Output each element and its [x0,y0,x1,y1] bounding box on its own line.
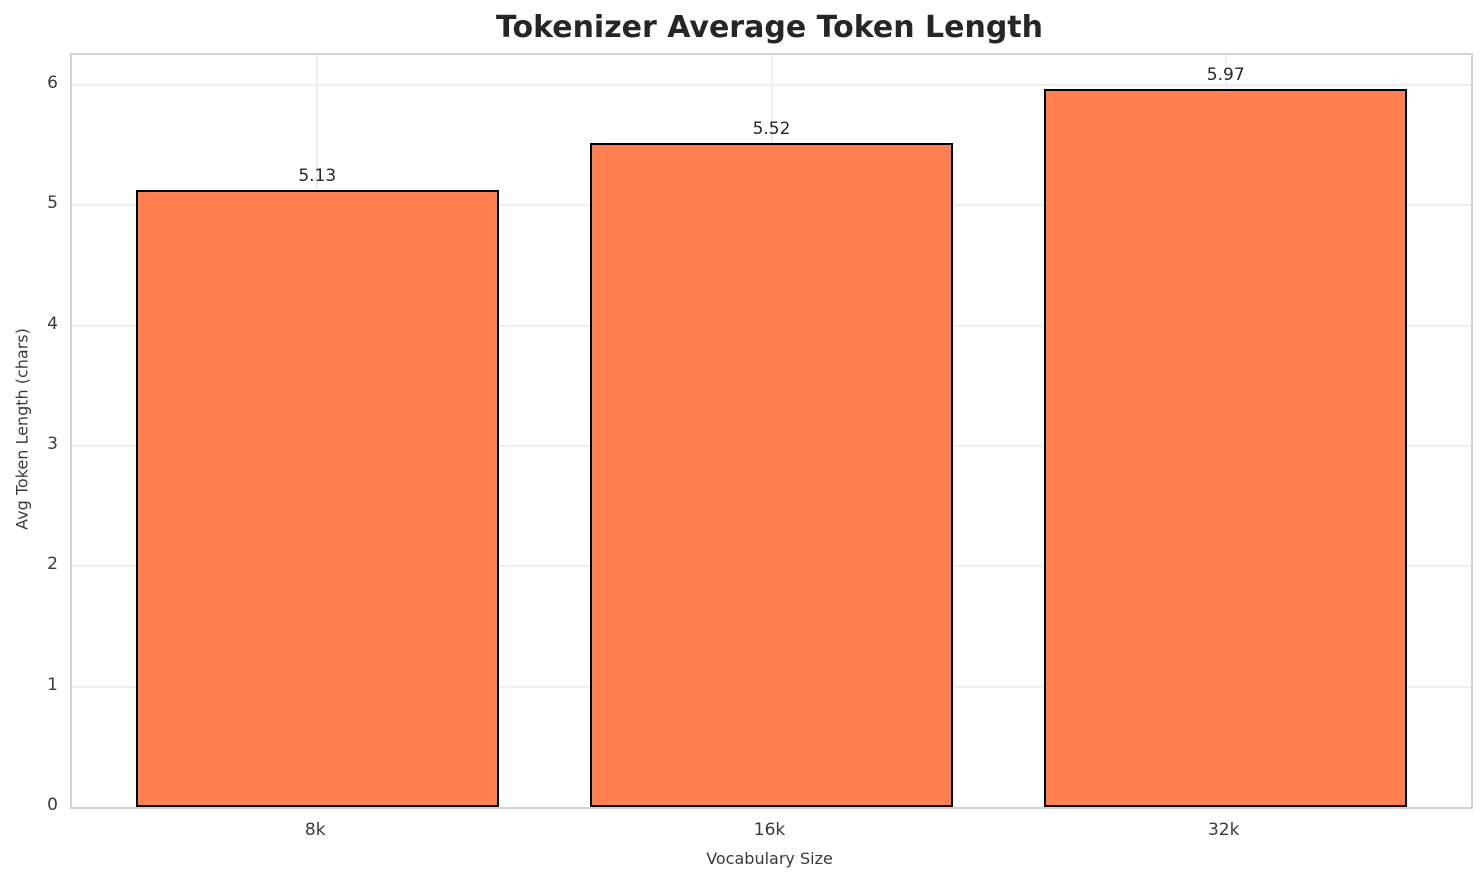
bar-value-label: 5.97 [1206,64,1245,85]
bar-value-label: 5.52 [752,118,791,139]
x-tick-label: 16k [753,820,786,840]
plot-area: 5.13 5.52 5.97 [70,53,1473,809]
bar-8k [135,189,499,807]
y-axis-label: Avg Token Length (chars) [12,328,32,530]
y-tick-label: 5 [47,193,58,214]
bar-16k [589,142,954,807]
x-tick-label: 32k [1207,820,1240,840]
x-tick-label: 8k [304,820,326,840]
y-tick-label: 3 [47,434,58,455]
y-tick-label: 1 [47,674,58,695]
y-tick-label: 4 [47,313,58,334]
y-tick-label: 2 [47,554,58,575]
y-tick-label: 6 [47,73,58,94]
bar-value-label: 5.13 [298,165,337,186]
x-axis-label: Vocabulary Size [706,849,833,868]
bar-32k [1044,88,1408,807]
chart-title: Tokenizer Average Token Length [495,10,1043,45]
y-tick-label: 0 [47,795,58,815]
